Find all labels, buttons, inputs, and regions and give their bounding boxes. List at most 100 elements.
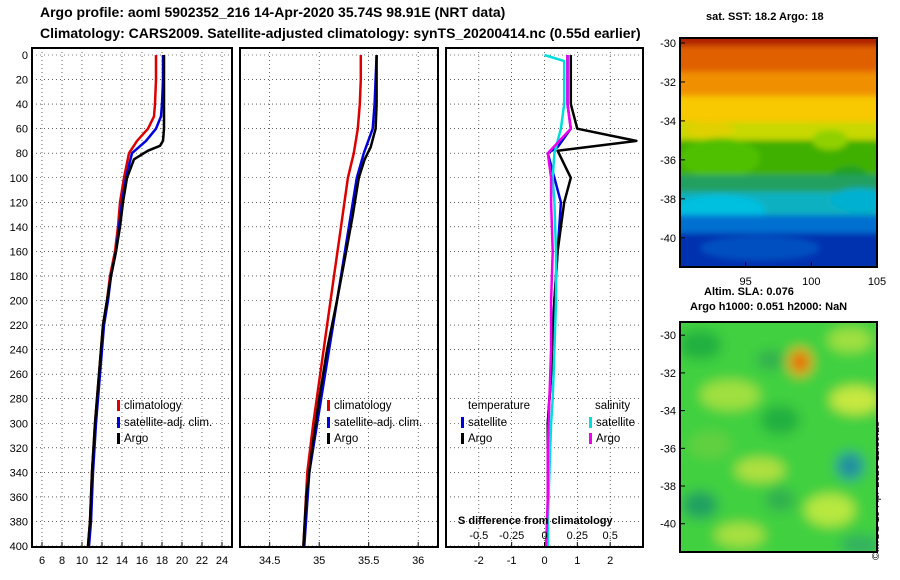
map-lon-label: 100 [802,276,820,288]
x-tick-label: 24 [216,555,228,567]
legend-swatch-temp-satellite [461,417,464,428]
x-tick-label: 35.5 [358,555,379,567]
legend-label-climatology: climatology [334,400,392,412]
depth-tick-label: 180 [10,271,28,283]
map-lon-label: 105 [868,276,886,288]
x-tick-label: 8 [59,555,65,567]
legend-label-temp-argo: Argo [468,433,492,445]
depth-tick-label: 200 [10,296,28,308]
x-tick-label: 16 [136,555,148,567]
depth-tick-label: 20 [16,75,28,87]
legend-swatch-satellite [117,417,120,428]
s-difference-label: S difference from climatology [458,515,614,527]
map-lat-label: -40 [660,519,676,531]
map-lat-label: -40 [660,233,676,245]
map-lat-label: -30 [660,38,676,50]
map-lat-label: -30 [660,330,676,342]
depth-tick-label: 320 [10,443,28,455]
legend-swatch-sal-argo [589,433,592,444]
legend-swatch-climatology [327,400,330,411]
map-lat-label: -36 [660,155,676,167]
x2-tick-label: 0.5 [603,530,618,542]
x-tick-label: 34.5 [259,555,280,567]
depth-tick-label: 80 [16,148,28,160]
map-lat-label: -32 [660,77,676,89]
map-lat-label: -34 [660,116,676,128]
x2-tick-label: 0 [541,530,547,542]
x-tick-label: 18 [156,555,168,567]
depth-tick-label: 60 [16,124,28,136]
map-lat-label: -34 [660,406,676,418]
map-lat-label: -32 [660,368,676,380]
depth-tick-label: 240 [10,345,28,357]
series-line-argo [86,55,166,547]
depth-tick-label: 280 [10,394,28,406]
figure-title-line1: Argo profile: aoml 5902352_216 14-Apr-20… [40,4,506,20]
legend-label-sal-argo: Argo [596,433,620,445]
x-tick-label: 0 [541,555,547,567]
depth-tick-label: 220 [10,320,28,332]
x-tick-label: 6 [39,555,45,567]
legend-label-satellite: satellite-adj. clim. [124,417,212,429]
depth-tick-label: 40 [16,99,28,111]
legend-swatch-satellite [327,417,330,428]
legend-label-sal-satellite: satellite [596,417,635,429]
sst-map-title: sat. SST: 18.2 Argo: 18 [706,11,824,23]
x-tick-label: 22 [196,555,208,567]
series-line-climatology [302,55,363,547]
legend-heading-salinity: salinity [595,400,630,412]
legend-swatch-temp-argo [461,433,464,444]
legend-label-argo: Argo [124,433,148,445]
temperature-profile-panel: 6 8 10 12 14 16 18 20 22 240204060801001201401601… [10,47,233,567]
depth-tick-label: 100 [10,173,28,185]
sla-field [680,322,877,552]
x2-tick-label: -0.25 [499,530,524,542]
map-lat-label: -38 [660,194,676,206]
series-line-salinity-satellite [544,53,566,546]
x2-tick-label: 0.25 [567,530,588,542]
legend-label-temp-satellite: satellite [468,417,507,429]
x-tick-label: 35 [313,555,325,567]
depth-tick-label: 140 [10,222,28,234]
depth-tick-label: 380 [10,516,28,528]
x-tick-label: 14 [116,555,128,567]
depth-tick-label: 340 [10,467,28,479]
series-line-salinity-argo [544,55,573,547]
x-tick-label: 12 [96,555,108,567]
depth-tick-label: 360 [10,492,28,504]
temperature-legend: climatology satellite-adj. clim. Argo [117,400,212,445]
map-lon-label: 95 [740,276,752,288]
legend-swatch-sal-satellite [589,417,592,428]
sla-map-title-line2: Argo h1000: 0.051 h2000: NaN [690,301,848,313]
series-line-argo [302,55,378,547]
difference-profile-panel: -2 -1 0 1 2 -0.5 -0.25 0 0.25 0.5 [445,47,644,567]
x-tick-label: 36 [412,555,424,567]
legend-heading-temperature: temperature [468,400,530,412]
salinity-legend: climatology satellite-adj. clim. Argo [327,400,422,445]
legend-label-climatology: climatology [124,400,182,412]
depth-tick-label: 120 [10,197,28,209]
legend-swatch-argo [117,433,120,444]
sst-field [680,38,877,267]
depth-tick-label: 260 [10,369,28,381]
sla-map: -30 -32 -34 -36 -38 -40 [660,321,878,553]
x-tick-label: 1 [574,555,580,567]
x-tick-label: -2 [474,555,484,567]
sla-map-title-line1: Altim. SLA: 0.076 [704,286,794,298]
x-tick-label: 2 [607,555,613,567]
legend-swatch-argo [327,433,330,444]
depth-tick-label: 160 [10,246,28,258]
x-tick-label: 10 [76,555,88,567]
map-lat-label: -36 [660,443,676,455]
depth-tick-label: 400 [10,541,28,553]
sst-map: -30 -32 -34 -36 -38 -40 95 100 105 [660,37,886,288]
legend-swatch-climatology [117,400,120,411]
depth-tick-label: 0 [22,50,28,62]
salinity-profile-panel: 34.5 35 35.5 36 [239,47,439,567]
x-tick-label: -1 [507,555,517,567]
figure-title-line2: Climatology: CARS2009. Satellite-adjuste… [40,25,641,41]
x-tick-label: 20 [176,555,188,567]
x2-tick-label: -0.5 [469,530,488,542]
map-lat-label: -38 [660,481,676,493]
